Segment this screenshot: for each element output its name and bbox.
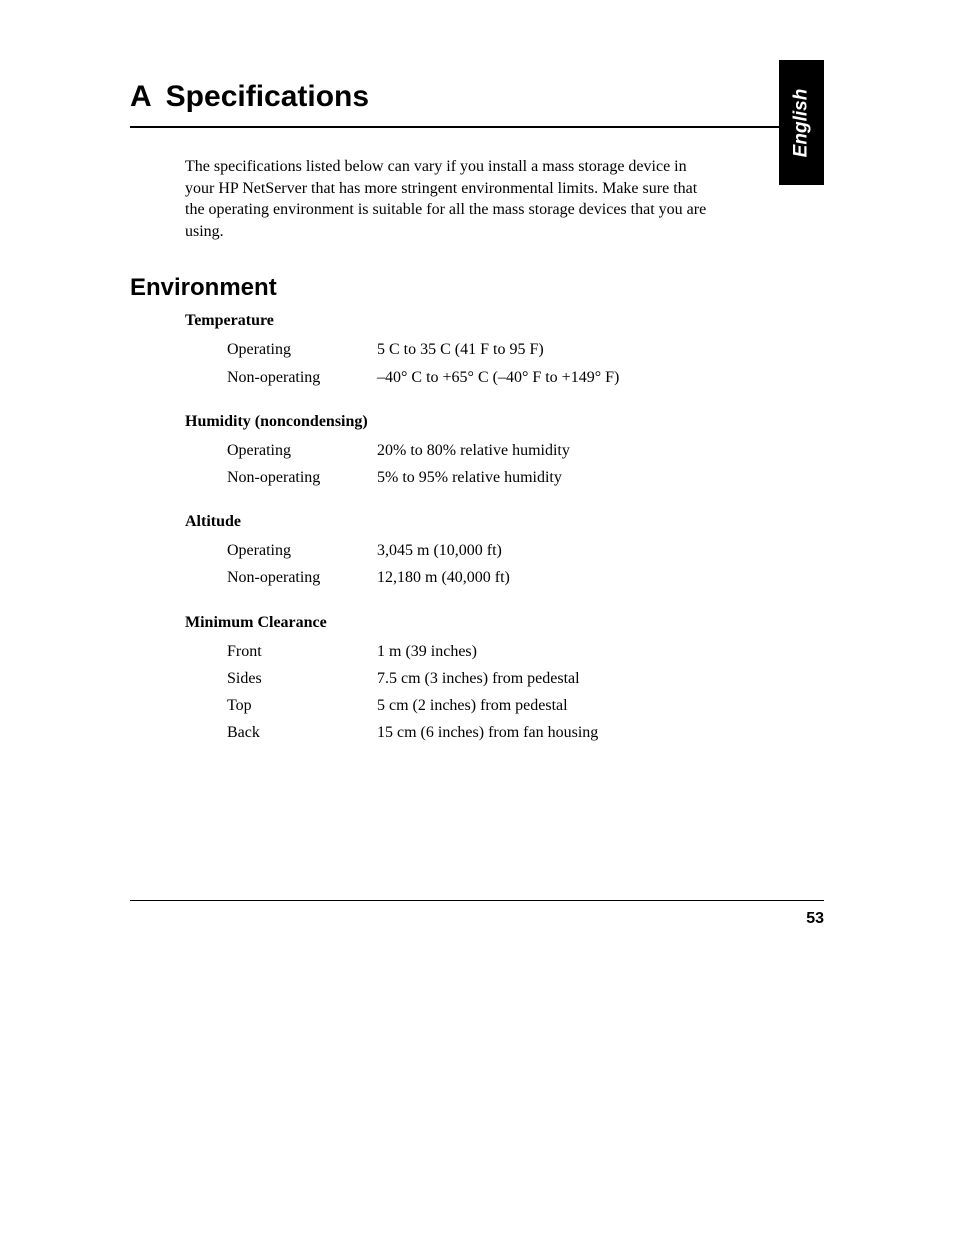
spec-row: Back15 cm (6 inches) from fan housing	[227, 719, 824, 746]
spec-row: Operating20% to 80% relative humidity	[227, 437, 824, 464]
spec-row: Sides7.5 cm (3 inches) from pedestal	[227, 665, 824, 692]
spec-group: Temperature Operating5 C to 35 C (41 F to…	[185, 312, 824, 390]
spec-row-value: 5 C to 35 C (41 F to 95 F)	[377, 336, 824, 363]
spec-row: Front1 m (39 inches)	[227, 638, 824, 665]
spec-group-title: Minimum Clearance	[185, 614, 824, 632]
spec-row-label: Non-operating	[227, 364, 377, 391]
spec-row-value: 3,045 m (10,000 ft)	[377, 537, 824, 564]
spec-row: Non-operating–40° C to +65° C (–40° F to…	[227, 364, 824, 391]
spec-row-value: 5% to 95% relative humidity	[377, 464, 824, 491]
appendix-letter: A	[130, 80, 152, 114]
spec-row-label: Non-operating	[227, 564, 377, 591]
section-title: Environment	[130, 274, 824, 302]
spec-row-value: 20% to 80% relative humidity	[377, 437, 824, 464]
spec-row-value: 12,180 m (40,000 ft)	[377, 564, 824, 591]
spec-group: Humidity (noncondensing) Operating20% to …	[185, 413, 824, 491]
spec-row-value: –40° C to +65° C (–40° F to +149° F)	[377, 364, 824, 391]
spec-group-title: Temperature	[185, 312, 824, 330]
spec-groups: TemperatureOperating5 C to 35 C (41 F to…	[130, 312, 824, 746]
spec-row-label: Sides	[227, 665, 377, 692]
spec-row-label: Top	[227, 692, 377, 719]
spec-row-label: Non-operating	[227, 464, 377, 491]
spec-group-title: Altitude	[185, 513, 824, 531]
spec-row: Top5 cm (2 inches) from pedestal	[227, 692, 824, 719]
spec-row: Operating3,045 m (10,000 ft)	[227, 537, 824, 564]
spec-group: Altitude Operating3,045 m (10,000 ft)Non-…	[185, 513, 824, 591]
spec-row-value: 15 cm (6 inches) from fan housing	[377, 719, 824, 746]
page: English A Specifications The specificatio…	[0, 0, 954, 746]
intro-paragraph: The specifications listed below can vary…	[185, 156, 714, 242]
spec-row: Operating5 C to 35 C (41 F to 95 F)	[227, 336, 824, 363]
spec-row-label: Operating	[227, 336, 377, 363]
spec-row-label: Operating	[227, 437, 377, 464]
spec-row-value: 1 m (39 inches)	[377, 638, 824, 665]
spec-row: Non-operating5% to 95% relative humidity	[227, 464, 824, 491]
footer-rule	[130, 900, 824, 901]
spec-row-label: Front	[227, 638, 377, 665]
appendix-title-text: Specifications	[166, 80, 369, 113]
spec-row-value: 7.5 cm (3 inches) from pedestal	[377, 665, 824, 692]
language-tab-label: English	[791, 88, 813, 157]
spec-group-title: Humidity (noncondensing)	[185, 413, 824, 431]
spec-row-label: Back	[227, 719, 377, 746]
page-number: 53	[806, 910, 824, 928]
spec-row-label: Operating	[227, 537, 377, 564]
spec-row: Non-operating12,180 m (40,000 ft)	[227, 564, 824, 591]
appendix-heading: A Specifications	[130, 80, 824, 128]
spec-row-value: 5 cm (2 inches) from pedestal	[377, 692, 824, 719]
spec-group: Minimum Clearance Front1 m (39 inches)Sid…	[185, 614, 824, 747]
language-tab: English	[779, 60, 824, 185]
